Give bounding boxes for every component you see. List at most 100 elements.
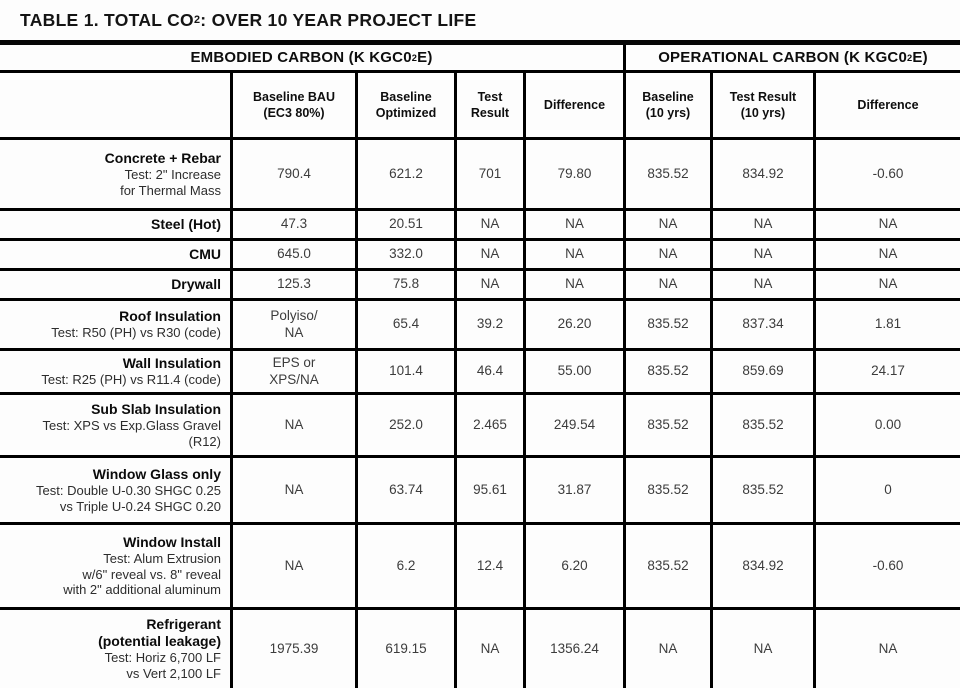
cell-value: 835.52 bbox=[626, 140, 713, 208]
cell-value: NA bbox=[878, 246, 898, 262]
cell-value: 31.87 bbox=[526, 458, 626, 522]
row-name: Refrigerant (potential leakage) bbox=[98, 616, 221, 650]
cell-value: EPS or XPS/NA bbox=[233, 351, 358, 392]
cell-value: 6.2 bbox=[358, 525, 457, 607]
cell-value: 249.54 bbox=[526, 395, 626, 455]
embodied-subscript: 2 bbox=[411, 52, 418, 63]
table-title: TABLE 1. TOTAL CO 2: OVER 10 YEAR PROJECT… bbox=[0, 0, 960, 40]
cell-value: 332.0 bbox=[358, 241, 457, 268]
row-label: Sub Slab Insulation Test: XPS vs Exp.Gla… bbox=[0, 395, 233, 455]
cell-value: NA bbox=[233, 395, 358, 455]
table-row-drywall: Drywall 125.3 75.8 NA NA NA NA NA bbox=[0, 268, 960, 298]
cell-value: 101.4 bbox=[358, 351, 457, 392]
row-label: Window Glass only Test: Double U-0.30 SH… bbox=[0, 458, 233, 522]
cell-value: 1975.39 bbox=[233, 610, 358, 688]
cell-value: 12.4 bbox=[457, 525, 526, 607]
row-name: Wall Insulation bbox=[122, 355, 221, 372]
cell-value: NA bbox=[626, 241, 713, 268]
row-test-description: Test: R25 (PH) vs R11.4 (code) bbox=[41, 372, 221, 388]
column-header-baseline-bau: Baseline BAU (EC3 80%) bbox=[233, 73, 358, 137]
embodied-text-pre: EMBODIED CARBON (K KGC0 bbox=[190, 49, 412, 66]
column-header-baseline-10yrs: Baseline (10 yrs) bbox=[626, 73, 713, 137]
row-test-description: Test: XPS vs Exp.Glass Gravel (R12) bbox=[42, 417, 221, 449]
row-test-description: Test: R50 (PH) vs R30 (code) bbox=[51, 325, 221, 341]
table-row-concrete-rebar: Concrete + Rebar Test: 2" Increase for T… bbox=[0, 137, 960, 208]
cell-value: 26.20 bbox=[526, 301, 626, 348]
row-label: Concrete + Rebar Test: 2" Increase for T… bbox=[0, 140, 233, 208]
cell-value: 6.20 bbox=[526, 525, 626, 607]
row-label: CMU bbox=[0, 241, 233, 268]
embodied-text-post: E) bbox=[417, 49, 433, 66]
cell-value: 24.17 bbox=[871, 363, 905, 379]
row-name: Roof Insulation bbox=[119, 308, 221, 325]
row-name: Window Glass only bbox=[92, 465, 221, 482]
cell-value: 2.465 bbox=[457, 395, 526, 455]
cell-value: 0.00 bbox=[874, 416, 902, 432]
cell-value: 835.52 bbox=[626, 458, 713, 522]
column-header-baseline-optimized: Baseline Optimized bbox=[358, 73, 457, 137]
cell-value: 55.00 bbox=[526, 351, 626, 392]
row-name: Sub Slab Insulation bbox=[91, 400, 221, 417]
row-name: Window Install bbox=[123, 533, 221, 550]
column-header-test-result: Test Result bbox=[457, 73, 526, 137]
cell-value: 1.81 bbox=[874, 316, 902, 332]
cell-value: NA bbox=[713, 271, 816, 298]
table-row-steel-hot: Steel (Hot) 47.3 20.51 NA NA NA NA NA bbox=[0, 208, 960, 238]
row-label: Drywall bbox=[0, 271, 233, 298]
cell-value: 95.61 bbox=[457, 458, 526, 522]
cell-value: 47.3 bbox=[233, 211, 358, 238]
cell-value: NA bbox=[713, 241, 816, 268]
row-name: Drywall bbox=[171, 275, 221, 292]
table-row-window-install: Window Install Test: Alum Extrusion w/6"… bbox=[0, 522, 960, 607]
cell-value: 835.52 bbox=[626, 301, 713, 348]
title-text-pre: TABLE 1. TOTAL CO bbox=[20, 9, 194, 30]
cell-value: 63.74 bbox=[358, 458, 457, 522]
section-header-operational: OPERATIONAL CARBON (K KGC0 2 E) bbox=[626, 45, 960, 70]
cell-value: NA bbox=[233, 458, 358, 522]
cell-value: NA bbox=[526, 241, 626, 268]
cell-value: 79.80 bbox=[526, 140, 626, 208]
cell-value: -0.60 bbox=[872, 557, 904, 573]
row-label: Window Install Test: Alum Extrusion w/6"… bbox=[0, 525, 233, 607]
title-subscript: 2 bbox=[193, 14, 201, 26]
cell-value: -0.60 bbox=[872, 165, 904, 181]
cell-value: 0 bbox=[884, 481, 892, 497]
cell-value: NA bbox=[713, 211, 816, 238]
cell-value: 835.52 bbox=[626, 525, 713, 607]
cell-value: NA bbox=[878, 640, 898, 656]
operational-text-pre: OPERATIONAL CARBON (K KGC0 bbox=[658, 49, 908, 66]
cell-value: 20.51 bbox=[358, 211, 457, 238]
row-test-description: Test: Double U-0.30 SHGC 0.25 vs Triple … bbox=[36, 482, 221, 514]
table-row-sub-slab-insulation: Sub Slab Insulation Test: XPS vs Exp.Gla… bbox=[0, 392, 960, 455]
row-test-description: Test: Alum Extrusion w/6" reveal vs. 8" … bbox=[63, 550, 221, 598]
row-label: Steel (Hot) bbox=[0, 211, 233, 238]
table-row-cmu: CMU 645.0 332.0 NA NA NA NA NA bbox=[0, 238, 960, 268]
cell-value: NA bbox=[878, 216, 898, 232]
cell-value: NA bbox=[233, 525, 358, 607]
cell-value: NA bbox=[626, 211, 713, 238]
column-header-difference-operational: Difference bbox=[857, 97, 919, 112]
row-test-description: Test: Horiz 6,700 LF vs Vert 2,100 LF bbox=[104, 650, 221, 682]
cell-value: 835.52 bbox=[626, 351, 713, 392]
row-name: Steel (Hot) bbox=[151, 215, 221, 232]
table-row-roof-insulation: Roof Insulation Test: R50 (PH) vs R30 (c… bbox=[0, 298, 960, 348]
row-label: Wall Insulation Test: R25 (PH) vs R11.4 … bbox=[0, 351, 233, 392]
corner-cell bbox=[0, 73, 233, 137]
cell-value: 645.0 bbox=[233, 241, 358, 268]
operational-subscript: 2 bbox=[907, 52, 913, 63]
title-rule bbox=[0, 40, 960, 45]
cell-value: NA bbox=[457, 211, 526, 238]
cell-value: 39.2 bbox=[457, 301, 526, 348]
row-label: Roof Insulation Test: R50 (PH) vs R30 (c… bbox=[0, 301, 233, 348]
cell-value: 252.0 bbox=[358, 395, 457, 455]
column-header-test-result-10yrs: Test Result (10 yrs) bbox=[713, 73, 816, 137]
cell-value: 834.92 bbox=[713, 525, 816, 607]
cell-value: Polyiso/ NA bbox=[233, 301, 358, 348]
cell-value: 835.52 bbox=[713, 395, 816, 455]
table-row-window-glass-only: Window Glass only Test: Double U-0.30 SH… bbox=[0, 455, 960, 522]
cell-value: 790.4 bbox=[233, 140, 358, 208]
row-name: Concrete + Rebar bbox=[104, 149, 221, 166]
section-header-row: EMBODIED CARBON (K KGC0 2 E) OPERATIONAL C… bbox=[0, 45, 960, 73]
title-text-post: : OVER 10 YEAR PROJECT LIFE bbox=[200, 9, 477, 30]
